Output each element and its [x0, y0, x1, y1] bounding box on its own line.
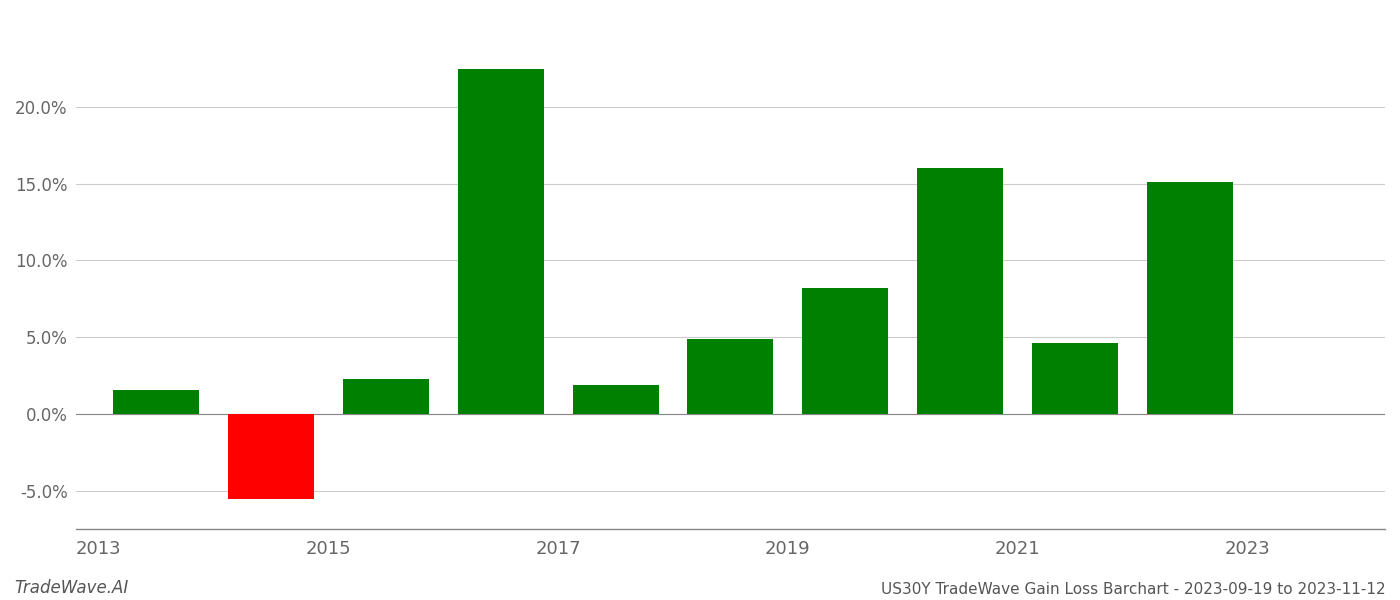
- Text: TradeWave.AI: TradeWave.AI: [14, 579, 129, 597]
- Bar: [802, 288, 889, 414]
- Bar: [917, 169, 1004, 414]
- Bar: [228, 414, 314, 499]
- Bar: [687, 340, 773, 414]
- Bar: [343, 379, 428, 414]
- Bar: [1147, 182, 1233, 414]
- Text: US30Y TradeWave Gain Loss Barchart - 2023-09-19 to 2023-11-12: US30Y TradeWave Gain Loss Barchart - 202…: [882, 582, 1386, 597]
- Bar: [458, 68, 543, 414]
- Bar: [573, 385, 658, 414]
- Bar: [113, 390, 199, 414]
- Bar: [1032, 343, 1119, 414]
